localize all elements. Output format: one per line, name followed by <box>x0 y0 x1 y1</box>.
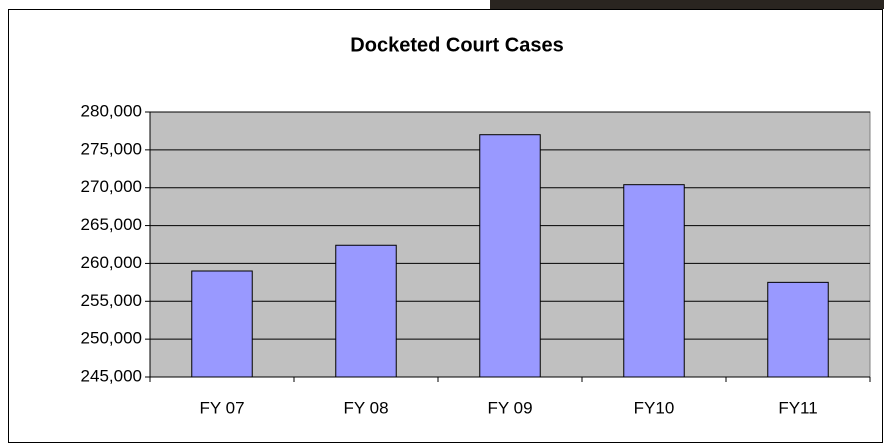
x-tick-label: FY 09 <box>487 398 532 417</box>
bar <box>624 185 684 377</box>
background-strip <box>490 0 884 9</box>
x-tick-label: FY11 <box>778 398 817 417</box>
y-tick-label: 260,000 <box>81 253 142 272</box>
y-tick-label: 280,000 <box>81 101 142 120</box>
chart-title: Docketed Court Cases <box>350 34 563 56</box>
x-tick-label: FY 07 <box>199 398 244 417</box>
bar <box>768 282 828 377</box>
x-tick-label: FY 08 <box>343 398 388 417</box>
page: {"chart_data": {"type": "bar", "title": … <box>0 0 884 443</box>
y-tick-label: 255,000 <box>81 291 142 310</box>
bar <box>192 271 252 377</box>
y-tick-label: 250,000 <box>81 329 142 348</box>
y-tick-label: 270,000 <box>81 177 142 196</box>
x-tick-label: FY10 <box>634 398 675 417</box>
y-tick-label: 265,000 <box>81 215 142 234</box>
y-tick-label: 245,000 <box>81 366 142 385</box>
chart: Docketed Court Cases 245,000 250,000 255,0… <box>0 0 884 443</box>
bar <box>480 135 540 377</box>
y-tick-label: 275,000 <box>81 139 142 158</box>
bar <box>336 245 396 377</box>
